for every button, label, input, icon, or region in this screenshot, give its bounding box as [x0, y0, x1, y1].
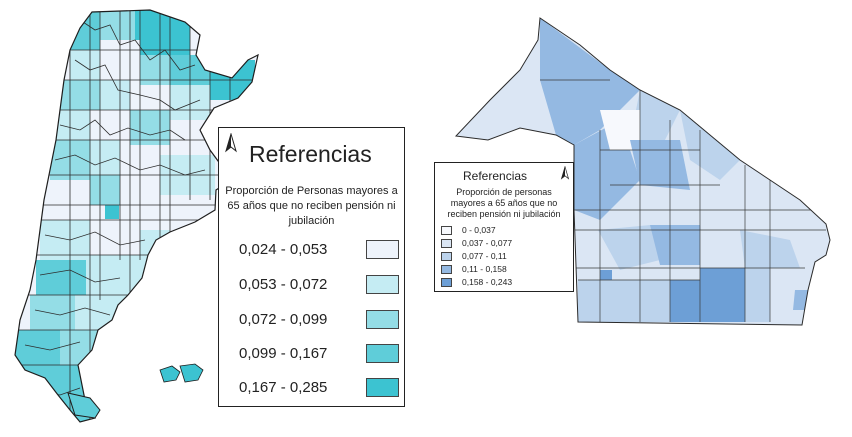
right-legend-label: 0,158 - 0,243: [462, 277, 513, 287]
right-map-legend: Referencias Proporción de personas mayor…: [434, 162, 574, 292]
left-legend-swatch: [366, 344, 399, 363]
chaco-choropleth-map: [454, 17, 831, 326]
left-legend-item: 0,024 - 0,053: [239, 240, 399, 259]
right-legend-swatch: [441, 277, 452, 287]
left-legend-item: 0,167 - 0,285: [239, 378, 399, 397]
left-legend-title: Referencias: [249, 141, 372, 167]
right-legend-label: 0 - 0,037: [462, 225, 496, 235]
left-legend-swatch: [366, 378, 399, 397]
right-legend-swatch: [441, 225, 452, 235]
right-legend-item: 0,11 - 0,158: [441, 264, 507, 274]
left-legend-item: 0,099 - 0,167: [239, 344, 399, 363]
north-arrow-icon: [225, 133, 237, 153]
right-legend-swatch: [441, 238, 452, 248]
right-legend-item: 0,037 - 0,077: [441, 238, 512, 248]
right-legend-label: 0,037 - 0,077: [462, 238, 513, 248]
left-legend-label: 0,053 - 0,072: [239, 276, 328, 293]
left-legend-swatch: [366, 310, 399, 329]
right-legend-swatch: [441, 251, 452, 261]
right-legend-title: Referencias: [463, 169, 528, 183]
left-legend-item: 0,072 - 0,099: [239, 310, 399, 329]
left-map-legend: Referencias Proporción de Personas mayor…: [218, 127, 405, 407]
left-legend-label: 0,024 - 0,053: [239, 241, 328, 258]
right-legend-item: 0,077 - 0,11: [441, 251, 507, 261]
north-arrow-icon: [560, 166, 570, 180]
left-legend-swatch: [366, 275, 399, 294]
argentina-choropleth-map: [14, 9, 259, 423]
left-legend-swatch: [366, 240, 399, 259]
right-legend-subtitle: Proporción de personas mayores a 65 años…: [447, 187, 561, 219]
right-legend-label: 0,11 - 0,158: [462, 264, 507, 274]
left-legend-label: 0,099 - 0,167: [239, 345, 328, 362]
right-legend-item: 0 - 0,037: [441, 225, 496, 235]
right-legend-item: 0,158 - 0,243: [441, 277, 512, 287]
left-legend-item: 0,053 - 0,072: [239, 275, 399, 294]
left-legend-label: 0,072 - 0,099: [239, 311, 328, 328]
right-legend-swatch: [441, 264, 452, 274]
malvinas-islands: [159, 363, 204, 383]
left-legend-label: 0,167 - 0,285: [239, 379, 328, 396]
left-legend-subtitle: Proporción de Personas mayores a 65 años…: [225, 185, 398, 227]
right-legend-label: 0,077 - 0,11: [462, 251, 507, 261]
